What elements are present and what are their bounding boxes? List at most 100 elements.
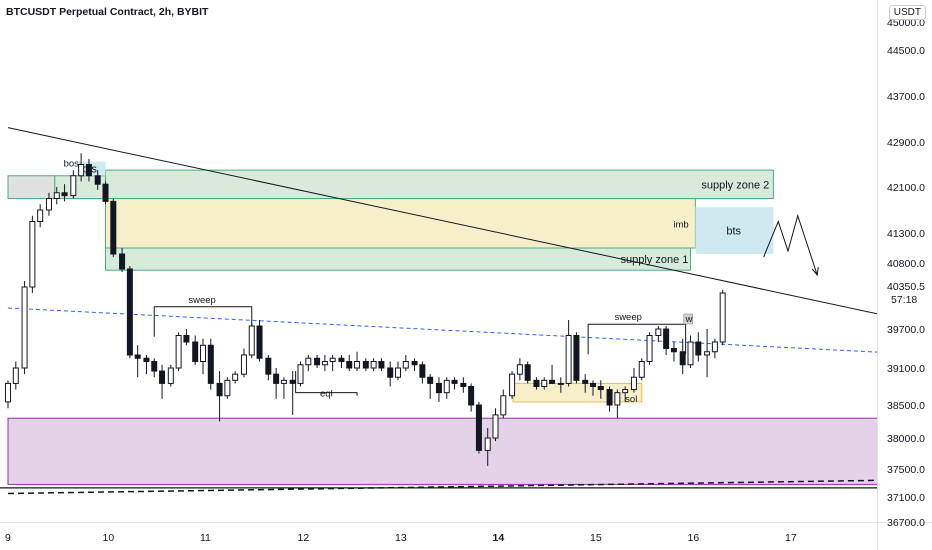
candle-body (362, 361, 369, 369)
candle-body (126, 268, 133, 356)
candle-body (622, 389, 629, 394)
y-tick-label: 41300.0 (887, 228, 925, 240)
x-tick-label: 14 (493, 532, 505, 544)
candle-body (582, 379, 589, 384)
bts-label: bts (726, 226, 741, 238)
eql-bracket (295, 392, 358, 396)
zone-box (7, 417, 877, 485)
currency-button[interactable]: USDT (888, 5, 926, 20)
candle-body (192, 341, 199, 362)
candle-body (443, 379, 450, 394)
candle-body (565, 335, 572, 384)
candle-body (256, 325, 263, 359)
x-tick-label: 11 (200, 532, 211, 544)
candle-body (427, 376, 434, 384)
x-tick-label: 9 (5, 532, 11, 544)
w-label: w (685, 314, 693, 325)
y-tick-label: 40800.0 (887, 258, 925, 270)
zone-label: supply zone 1 (621, 254, 689, 266)
candle-body (61, 192, 68, 197)
candle-body (200, 344, 206, 362)
x-tick-label: 16 (688, 532, 700, 544)
candle-body (533, 379, 540, 388)
candle-body (630, 376, 637, 391)
candle-body (370, 361, 377, 369)
candle-body (492, 414, 499, 439)
candle-body (451, 379, 458, 384)
y-tick-label: 39700.0 (887, 324, 925, 336)
sweep-bracket (587, 323, 687, 355)
candle-body (321, 361, 328, 366)
candle-body (687, 341, 694, 366)
candle-body (516, 364, 523, 375)
zone-box (105, 169, 774, 199)
blue-dotted-line (7, 307, 877, 353)
candle-body (338, 357, 345, 362)
projection-path (763, 214, 818, 276)
chart-title: BTCUSDT Perpetual Contract, 2h, BYBIT (6, 6, 209, 18)
candle-body (606, 389, 613, 406)
x-tick-label: 15 (590, 532, 602, 544)
last-price-label: 40350.5 (887, 281, 925, 293)
x-tick-label: 12 (298, 532, 310, 544)
candle-body (216, 382, 223, 397)
candle-body (679, 351, 686, 366)
candle-body (411, 361, 418, 366)
zone-label: imb (673, 219, 688, 230)
y-tick-label: 37500.0 (887, 464, 925, 476)
candle-body (711, 341, 718, 353)
candle-body (500, 395, 507, 416)
x-tick-label: 17 (785, 532, 797, 544)
zone-box (7, 175, 56, 199)
y-tick-label: 38500.0 (887, 400, 925, 412)
candle-body (541, 379, 548, 388)
y-tick-label: 39100.0 (887, 363, 925, 375)
zone-box (105, 247, 691, 271)
candle-body (102, 183, 109, 202)
candle-body (207, 344, 214, 384)
candle-body (224, 379, 231, 397)
trendline (7, 127, 877, 315)
candle-body (273, 373, 280, 384)
projection-arrowhead (811, 266, 819, 277)
candle-body (265, 357, 272, 375)
candle-body (346, 361, 353, 369)
candle-body (719, 292, 726, 343)
zone-box (105, 198, 696, 249)
candle-body (395, 367, 401, 378)
candle-body (695, 341, 702, 356)
candle-body (590, 382, 596, 387)
candle-body (329, 357, 336, 362)
candle-body (704, 351, 711, 356)
candle-body (670, 348, 677, 353)
candle-body (597, 386, 604, 391)
candle-body (85, 164, 92, 177)
candle-body (475, 404, 482, 451)
eql-label: eql (320, 389, 333, 400)
x-tick-label: 10 (103, 532, 115, 544)
candle-body (402, 361, 409, 369)
candle-body (37, 209, 44, 222)
candle-body (45, 198, 52, 211)
candle-body (557, 382, 564, 385)
sol-label: sol (625, 394, 637, 405)
candle-body (614, 392, 621, 406)
candle-body (29, 221, 36, 288)
y-tick-label: 37100.0 (887, 492, 925, 504)
zone-label: supply zone 2 (701, 179, 769, 191)
candle-body (387, 367, 394, 378)
sweep-label: sweep (188, 295, 215, 306)
x-tick-label: 13 (395, 532, 407, 544)
candle-body (460, 382, 467, 387)
candle-body (240, 354, 247, 375)
candle-body (354, 361, 361, 369)
candle-body (305, 357, 312, 366)
sweep-label: sweep (614, 312, 641, 323)
y-tick-label: 44500.0 (887, 45, 925, 57)
candle-body (232, 373, 239, 381)
candle-body (151, 361, 158, 372)
sweep-bracket (153, 306, 253, 337)
bts-box (695, 207, 774, 254)
black-dashed-line (7, 479, 877, 495)
